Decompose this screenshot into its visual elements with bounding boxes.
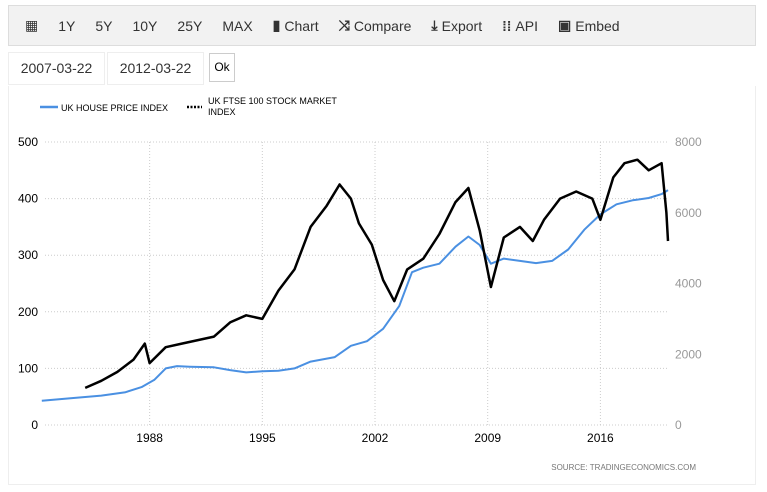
chart-frame bbox=[8, 86, 756, 485]
api-button[interactable]: ⁞⁞ API bbox=[496, 18, 544, 34]
embed-label: Embed bbox=[575, 17, 620, 34]
y-right-tick-label: 0 bbox=[675, 418, 682, 432]
export-label: Export bbox=[441, 17, 483, 34]
y-right-tick-label: 4000 bbox=[675, 277, 702, 291]
shuffle-icon: ⤨ bbox=[338, 17, 350, 33]
download-icon: ⤓ bbox=[431, 17, 438, 33]
y-left-tick-label: 200 bbox=[18, 305, 38, 319]
y-left-tick-label: 100 bbox=[18, 361, 38, 375]
calendar-icon[interactable]: ▦ bbox=[25, 17, 39, 33]
grid-icon: ⁞⁞ bbox=[502, 17, 512, 34]
embed-button[interactable]: ▣ Embed bbox=[552, 17, 626, 34]
y-left-tick-label: 500 bbox=[18, 135, 38, 149]
chart-button[interactable]: ▮ Chart bbox=[267, 17, 325, 34]
x-tick-label: 1988 bbox=[136, 431, 163, 445]
legend-label-ftse: UK FTSE 100 STOCK MARKET bbox=[208, 96, 337, 106]
range-max[interactable]: MAX bbox=[222, 17, 253, 34]
source-label: SOURCE: TRADINGECONOMICS.COM bbox=[551, 463, 696, 472]
x-tick-label: 2002 bbox=[362, 431, 389, 445]
y-left-tick-label: 300 bbox=[18, 248, 38, 262]
x-tick-label: 2009 bbox=[474, 431, 501, 445]
range-5y[interactable]: 5Y bbox=[95, 17, 113, 34]
start-date-input[interactable]: 2007-03-22 bbox=[8, 52, 105, 85]
y-left-tick-label: 0 bbox=[31, 418, 38, 432]
y-right-tick-label: 2000 bbox=[675, 347, 702, 361]
legend-label-ftse-cont: INDEX bbox=[208, 107, 236, 117]
compare-label: Compare bbox=[353, 17, 412, 34]
image-icon: ▣ bbox=[558, 17, 572, 33]
toolbar: ▦ 1Y 5Y 10Y 25Y MAX ▮ Chart ⤨ Compare ⤓ Exp… bbox=[8, 5, 756, 46]
chart-label: Chart bbox=[284, 17, 319, 34]
end-date-input[interactable]: 2012-03-22 bbox=[107, 52, 204, 85]
range-10y[interactable]: 10Y bbox=[132, 17, 158, 34]
x-tick-label: 1995 bbox=[249, 431, 276, 445]
compare-button[interactable]: ⤨ Compare bbox=[333, 17, 418, 34]
range-25y[interactable]: 25Y bbox=[177, 17, 203, 34]
y-right-tick-label: 6000 bbox=[675, 206, 702, 220]
series-line-1 bbox=[84, 158, 670, 390]
y-left-tick-label: 400 bbox=[18, 192, 38, 206]
series-line-0 bbox=[41, 189, 669, 402]
legend-label-house: UK HOUSE PRICE INDEX bbox=[61, 103, 168, 113]
ok-button[interactable]: Ok bbox=[209, 53, 235, 82]
api-label: API bbox=[515, 17, 538, 34]
x-tick-label: 2016 bbox=[587, 431, 614, 445]
range-1y[interactable]: 1Y bbox=[58, 17, 76, 34]
bar-chart-icon: ▮ bbox=[272, 17, 281, 33]
y-right-tick-label: 8000 bbox=[675, 135, 702, 149]
export-button[interactable]: ⤓ Export bbox=[425, 17, 488, 34]
